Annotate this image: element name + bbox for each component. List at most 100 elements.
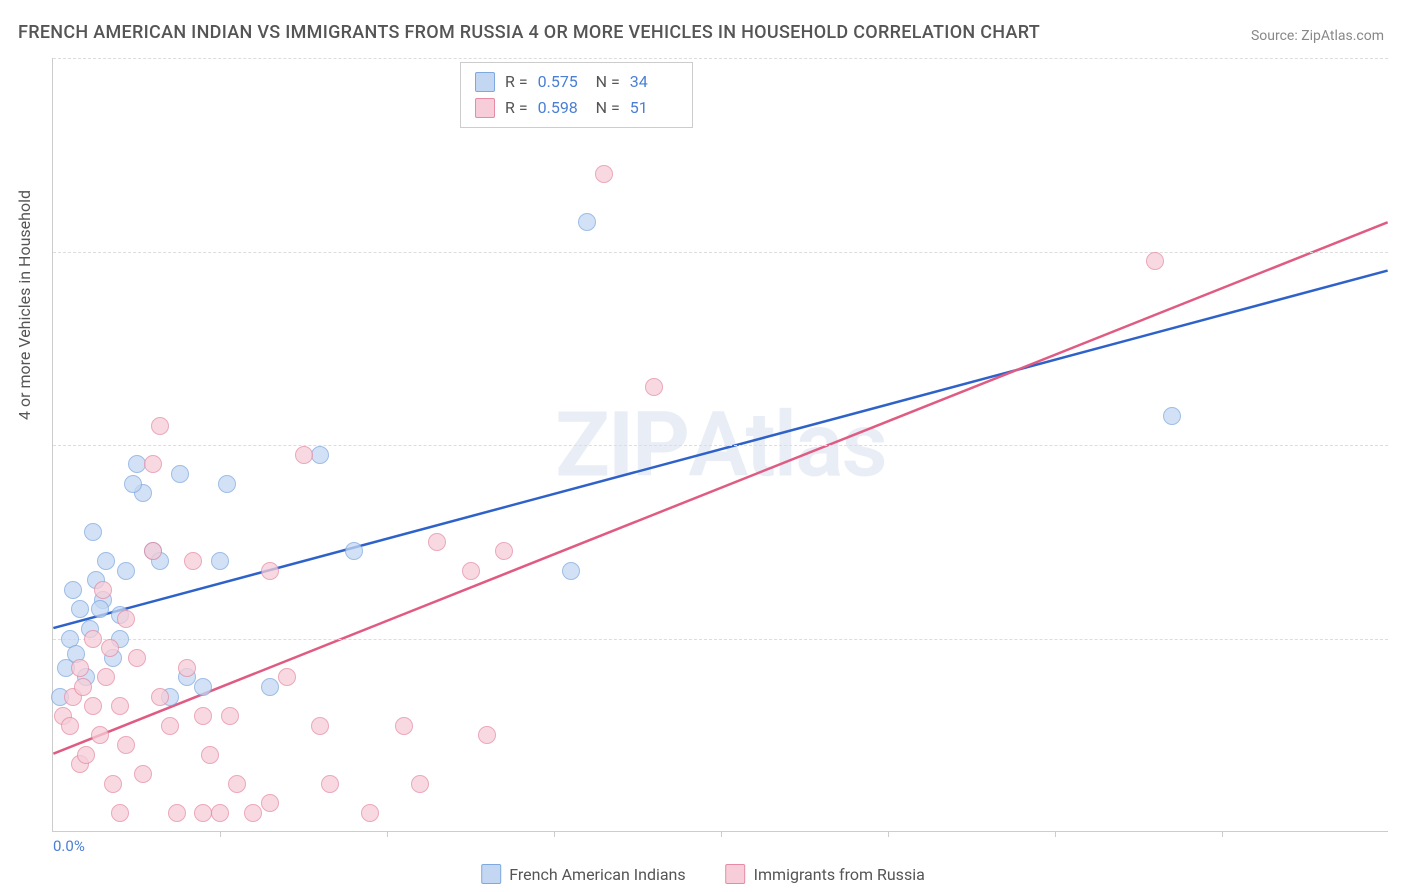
scatter-point — [311, 446, 329, 464]
scatter-point — [71, 600, 89, 618]
scatter-point — [228, 775, 246, 793]
scatter-point — [128, 649, 146, 667]
scatter-point — [201, 746, 219, 764]
scatter-point — [194, 707, 212, 725]
x-tick-mark — [220, 831, 221, 837]
scatter-point — [101, 639, 119, 657]
scatter-point — [395, 717, 413, 735]
scatter-point — [211, 552, 229, 570]
scatter-point — [84, 523, 102, 541]
stat-n-label: N = — [596, 95, 620, 121]
stat-r-value: 0.598 — [538, 95, 586, 121]
source-attribution: Source: ZipAtlas.com — [1251, 28, 1384, 44]
scatter-point — [1163, 407, 1181, 425]
stat-r-label: R = — [505, 69, 528, 95]
trendline — [53, 271, 1387, 629]
scatter-point — [117, 736, 135, 754]
bottom-legend: French American Indians Immigrants from R… — [481, 864, 925, 884]
scatter-point — [61, 717, 79, 735]
scatter-point — [478, 726, 496, 744]
stats-legend-box: R = 0.575 N = 34R = 0.598 N = 51 — [460, 62, 693, 128]
scatter-point — [104, 775, 122, 793]
scatter-point — [645, 378, 663, 396]
scatter-point — [94, 581, 112, 599]
scatter-point — [74, 678, 92, 696]
chart-plot-area: ZIPAtlas 10.0%20.0%30.0%40.0%0.0%40.0% — [52, 58, 1388, 832]
x-tick-mark — [1055, 831, 1056, 837]
scatter-point — [595, 165, 613, 183]
scatter-point — [97, 668, 115, 686]
x-tick-mark — [1222, 831, 1223, 837]
scatter-point — [111, 804, 129, 822]
scatter-point — [578, 213, 596, 231]
scatter-point — [218, 475, 236, 493]
scatter-point — [211, 804, 229, 822]
stat-n-value: 34 — [630, 69, 678, 95]
scatter-point — [71, 659, 89, 677]
scatter-point — [261, 794, 279, 812]
scatter-point — [151, 417, 169, 435]
scatter-point — [1146, 252, 1164, 270]
scatter-point — [124, 475, 142, 493]
scatter-point — [134, 765, 152, 783]
scatter-point — [462, 562, 480, 580]
scatter-point — [261, 678, 279, 696]
scatter-point — [411, 775, 429, 793]
scatter-point — [194, 804, 212, 822]
stats-row: R = 0.598 N = 51 — [475, 95, 678, 121]
stat-n-value: 51 — [630, 95, 678, 121]
gridline-h — [53, 639, 1388, 640]
scatter-point — [151, 688, 169, 706]
scatter-point — [278, 668, 296, 686]
legend-item: Immigrants from Russia — [726, 864, 925, 884]
scatter-point — [161, 717, 179, 735]
x-tick-label-left: 0.0% — [53, 837, 85, 855]
scatter-point — [244, 804, 262, 822]
scatter-point — [495, 542, 513, 560]
trendline — [53, 222, 1387, 753]
scatter-point — [117, 610, 135, 628]
scatter-point — [184, 552, 202, 570]
scatter-point — [77, 746, 95, 764]
scatter-point — [128, 455, 146, 473]
scatter-point — [91, 600, 109, 618]
scatter-point — [171, 465, 189, 483]
scatter-point — [91, 726, 109, 744]
gridline-h — [53, 58, 1388, 59]
scatter-point — [562, 562, 580, 580]
chart-title: FRENCH AMERICAN INDIAN VS IMMIGRANTS FRO… — [18, 22, 1040, 43]
scatter-point — [261, 562, 279, 580]
x-tick-mark — [554, 831, 555, 837]
legend-label: French American Indians — [509, 865, 685, 884]
legend-swatch — [481, 864, 501, 884]
scatter-point — [111, 697, 129, 715]
legend-swatch — [475, 72, 495, 92]
legend-swatch — [475, 98, 495, 118]
scatter-point — [84, 697, 102, 715]
x-tick-mark — [888, 831, 889, 837]
scatter-point — [64, 581, 82, 599]
legend-item: French American Indians — [481, 864, 685, 884]
gridline-h — [53, 252, 1388, 253]
scatter-point — [321, 775, 339, 793]
scatter-point — [345, 542, 363, 560]
scatter-point — [295, 446, 313, 464]
stat-r-value: 0.575 — [538, 69, 586, 95]
scatter-point — [144, 455, 162, 473]
scatter-point — [168, 804, 186, 822]
gridline-h — [53, 445, 1388, 446]
scatter-point — [84, 630, 102, 648]
scatter-point — [221, 707, 239, 725]
legend-label: Immigrants from Russia — [754, 865, 925, 884]
scatter-point — [117, 562, 135, 580]
scatter-point — [97, 552, 115, 570]
stats-row: R =0.575N =34 — [475, 69, 678, 95]
scatter-point — [361, 804, 379, 822]
scatter-point — [311, 717, 329, 735]
legend-swatch — [726, 864, 746, 884]
x-tick-mark — [387, 831, 388, 837]
stat-r-label: R = — [505, 95, 528, 121]
scatter-point — [428, 533, 446, 551]
y-axis-label: 4 or more Vehicles in Household — [15, 190, 34, 420]
scatter-point — [144, 542, 162, 560]
